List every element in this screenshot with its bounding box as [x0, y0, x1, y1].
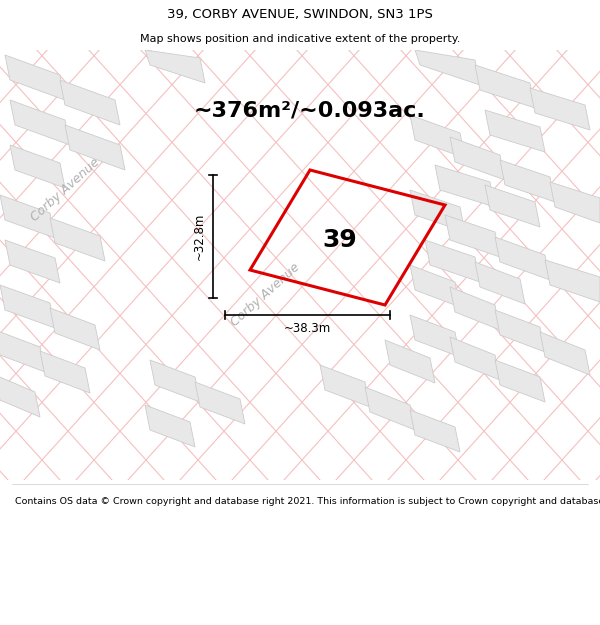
- Polygon shape: [415, 50, 480, 85]
- Polygon shape: [0, 375, 40, 417]
- Text: 39, CORBY AVENUE, SWINDON, SN3 1PS: 39, CORBY AVENUE, SWINDON, SN3 1PS: [167, 8, 433, 21]
- Polygon shape: [145, 405, 195, 447]
- Polygon shape: [365, 387, 415, 430]
- Polygon shape: [65, 125, 125, 170]
- Polygon shape: [40, 351, 90, 393]
- Text: Contains OS data © Crown copyright and database right 2021. This information is : Contains OS data © Crown copyright and d…: [15, 498, 600, 506]
- Polygon shape: [495, 360, 545, 402]
- Polygon shape: [0, 285, 55, 328]
- Polygon shape: [385, 340, 435, 383]
- Polygon shape: [0, 330, 45, 372]
- Polygon shape: [530, 88, 590, 130]
- Text: ~32.8m: ~32.8m: [193, 213, 205, 260]
- Polygon shape: [550, 182, 600, 223]
- Polygon shape: [50, 308, 100, 350]
- Polygon shape: [475, 262, 525, 304]
- Polygon shape: [485, 185, 540, 227]
- Text: Map shows position and indicative extent of the property.: Map shows position and indicative extent…: [140, 34, 460, 44]
- Polygon shape: [195, 382, 245, 424]
- Polygon shape: [0, 195, 55, 238]
- Polygon shape: [450, 337, 500, 380]
- Polygon shape: [410, 265, 460, 307]
- Polygon shape: [5, 240, 60, 283]
- Polygon shape: [495, 310, 545, 352]
- Polygon shape: [425, 240, 480, 282]
- Polygon shape: [450, 287, 500, 330]
- Text: ~38.3m: ~38.3m: [284, 322, 331, 336]
- Polygon shape: [5, 55, 65, 100]
- Polygon shape: [410, 190, 465, 232]
- Polygon shape: [410, 115, 465, 158]
- Polygon shape: [10, 100, 70, 145]
- Polygon shape: [450, 137, 505, 180]
- Polygon shape: [10, 145, 65, 188]
- Polygon shape: [500, 160, 555, 202]
- Polygon shape: [445, 215, 500, 257]
- Polygon shape: [410, 315, 460, 357]
- Text: Corby Avenue: Corby Avenue: [28, 156, 102, 224]
- Text: Corby Avenue: Corby Avenue: [228, 261, 302, 329]
- Polygon shape: [540, 332, 590, 375]
- Polygon shape: [485, 110, 545, 152]
- Polygon shape: [60, 80, 120, 125]
- Polygon shape: [475, 65, 535, 108]
- Polygon shape: [150, 360, 200, 402]
- Polygon shape: [50, 218, 105, 261]
- Polygon shape: [410, 410, 460, 452]
- Text: 39: 39: [323, 228, 358, 252]
- Text: ~376m²/~0.093ac.: ~376m²/~0.093ac.: [194, 100, 426, 120]
- Polygon shape: [545, 260, 600, 302]
- Polygon shape: [320, 365, 370, 407]
- Polygon shape: [145, 50, 205, 83]
- Polygon shape: [495, 237, 550, 280]
- Polygon shape: [435, 165, 495, 207]
